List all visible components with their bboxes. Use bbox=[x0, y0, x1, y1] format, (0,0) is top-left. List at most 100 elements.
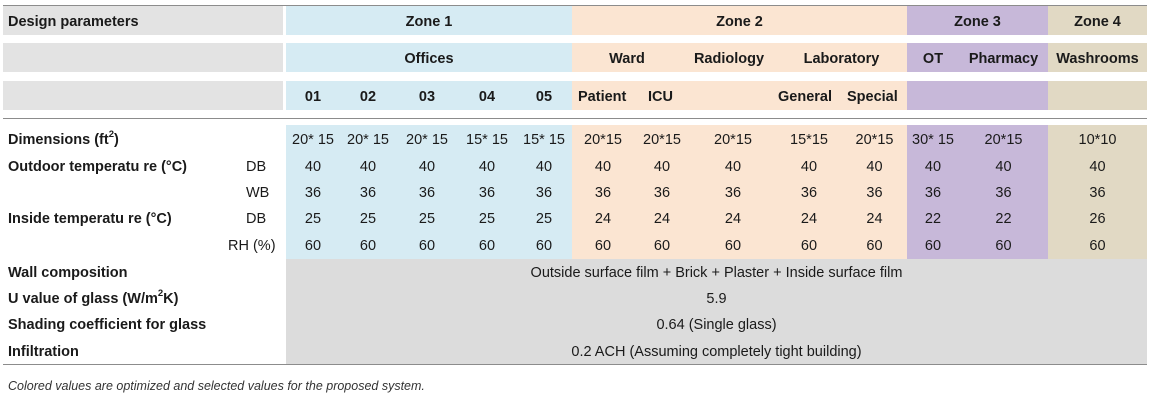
patient-heading: Patient bbox=[578, 89, 627, 105]
dimensions-value-4: 15* 15 bbox=[466, 132, 508, 148]
outdoor-wb-value-3: 36 bbox=[418, 185, 436, 201]
outdoor-wb-value-1: 36 bbox=[304, 185, 322, 201]
office-01-heading: 01 bbox=[304, 89, 322, 105]
outdoor-wb-value-7: 36 bbox=[653, 185, 671, 201]
inside-temperature-label: Inside temperatu re (°C) bbox=[8, 211, 172, 227]
zone-2-header-bg bbox=[572, 6, 907, 35]
header-row3-label-bg bbox=[3, 81, 283, 110]
inside-rh-value-5: 60 bbox=[535, 238, 553, 254]
outdoor-wb-value-13: 36 bbox=[1089, 185, 1106, 201]
inside-rh-value-11: 60 bbox=[924, 238, 942, 254]
inside-rh-value-7: 60 bbox=[653, 238, 671, 254]
dimensions-value-3: 20* 15 bbox=[406, 132, 448, 148]
inside-db-value-1: 25 bbox=[304, 211, 322, 227]
outdoor-db-value-4: 40 bbox=[478, 159, 496, 175]
dimensions-value-9: 15*15 bbox=[790, 132, 828, 148]
inside-rh-value-12: 60 bbox=[995, 238, 1012, 254]
offices-header-bg bbox=[286, 43, 572, 72]
outdoor-db-label: DB bbox=[246, 159, 267, 175]
wall-composition-value: Outside surface film + Brick + Plaster +… bbox=[530, 265, 903, 281]
inside-db-value-3: 25 bbox=[418, 211, 436, 227]
outdoor-db-value-12: 40 bbox=[995, 159, 1012, 175]
inside-db-label: DB bbox=[246, 211, 267, 227]
inside-rh-value-6: 60 bbox=[594, 238, 612, 254]
ward-heading: Ward bbox=[609, 51, 645, 67]
inside-rh-value-9: 60 bbox=[800, 238, 818, 254]
inside-db-value-13: 26 bbox=[1089, 211, 1106, 227]
header-row2-label-bg bbox=[3, 43, 283, 72]
zone-3-heading: Zone 3 bbox=[954, 14, 1001, 30]
rule-bottom bbox=[3, 364, 1147, 365]
zone-2-data-bg bbox=[572, 125, 907, 259]
merged-values-bg bbox=[286, 259, 1147, 364]
office-02-heading: 02 bbox=[359, 89, 377, 105]
inside-rh-value-4: 60 bbox=[478, 238, 496, 254]
outdoor-db-value-8: 40 bbox=[724, 159, 742, 175]
shading-coefficient-value: 0.64 (Single glass) bbox=[656, 317, 777, 333]
inside-db-value-8: 24 bbox=[724, 211, 742, 227]
zone-3-sub-header-bg bbox=[907, 43, 1048, 72]
zone-2-sub-header-bg bbox=[572, 43, 907, 72]
outdoor-db-value-5: 40 bbox=[535, 159, 553, 175]
footnote: Colored values are optimized and selecte… bbox=[8, 379, 425, 393]
dimensions-value-8: 20*15 bbox=[714, 132, 752, 148]
outdoor-db-value-1: 40 bbox=[304, 159, 322, 175]
laboratory-heading: Laboratory bbox=[803, 51, 880, 67]
zone-4-data-bg bbox=[1048, 125, 1147, 259]
infiltration-label: Infiltration bbox=[8, 344, 79, 360]
office-05-heading: 05 bbox=[535, 89, 553, 105]
outdoor-wb-value-10: 36 bbox=[866, 185, 883, 201]
outdoor-wb-value-5: 36 bbox=[535, 185, 553, 201]
infiltration-value: 0.2 ACH (Assuming completely tight build… bbox=[571, 344, 862, 360]
ot-heading: OT bbox=[922, 51, 944, 67]
zone-2-numbers-bg bbox=[572, 81, 907, 110]
icu-heading: ICU bbox=[648, 89, 673, 105]
inside-db-value-7: 24 bbox=[653, 211, 671, 227]
inside-rh-value-2: 60 bbox=[359, 238, 377, 254]
zone-4-numbers-bg bbox=[1048, 81, 1147, 110]
dimensions-value-6: 20*15 bbox=[584, 132, 622, 148]
inside-db-value-9: 24 bbox=[800, 211, 818, 227]
dimensions-value-2: 20* 15 bbox=[347, 132, 389, 148]
zone-3-data-bg bbox=[907, 125, 1048, 259]
outdoor-wb-value-4: 36 bbox=[478, 185, 496, 201]
zone-1-data-bg bbox=[286, 125, 572, 259]
inside-rh-value-13: 60 bbox=[1089, 238, 1106, 254]
zone-4-header-bg bbox=[1048, 6, 1147, 35]
header-row1-label-bg bbox=[3, 6, 283, 35]
dimensions-value-12: 20*15 bbox=[984, 132, 1023, 148]
inside-db-value-6: 24 bbox=[594, 211, 612, 227]
inside-db-value-2: 25 bbox=[359, 211, 377, 227]
outdoor-db-value-2: 40 bbox=[359, 159, 377, 175]
office-numbers-bg bbox=[286, 81, 572, 110]
u-value-value: 5.9 bbox=[706, 291, 727, 307]
outdoor-wb-value-11: 36 bbox=[924, 185, 942, 201]
outdoor-db-value-13: 40 bbox=[1089, 159, 1106, 175]
dimensions-value-1: 20* 15 bbox=[292, 132, 334, 148]
dimensions-label: Dimensions (ft2) bbox=[8, 129, 119, 148]
zone-3-header-bg bbox=[907, 6, 1048, 35]
outdoor-db-value-11: 40 bbox=[924, 159, 942, 175]
outdoor-wb-value-8: 36 bbox=[724, 185, 742, 201]
zone-2-heading: Zone 2 bbox=[716, 14, 763, 30]
inside-rh-value-10: 60 bbox=[866, 238, 883, 254]
inside-db-value-10: 24 bbox=[866, 211, 883, 227]
zone-4-sub-header-bg bbox=[1048, 43, 1147, 72]
outdoor-wb-value-9: 36 bbox=[800, 185, 818, 201]
inside-rh-value-1: 60 bbox=[304, 238, 322, 254]
inside-rh-value-3: 60 bbox=[418, 238, 436, 254]
wall-composition-label: Wall composition bbox=[8, 265, 128, 281]
radiology-heading: Radiology bbox=[693, 51, 765, 67]
inside-rh-value-8: 60 bbox=[724, 238, 742, 254]
shading-coefficient-label: Shading coefficient for glass bbox=[8, 317, 207, 333]
outdoor-temperature-label: Outdoor temperatu re (°C) bbox=[8, 159, 187, 175]
washrooms-heading: Washrooms bbox=[1056, 51, 1139, 67]
zone-4-heading: Zone 4 bbox=[1074, 14, 1121, 30]
general-heading: General bbox=[778, 89, 832, 105]
outdoor-db-value-9: 40 bbox=[800, 159, 818, 175]
outdoor-wb-label: WB bbox=[246, 185, 270, 201]
outdoor-wb-value-2: 36 bbox=[359, 185, 377, 201]
office-03-heading: 03 bbox=[418, 89, 436, 105]
dimensions-value-11: 30* 15 bbox=[912, 132, 954, 148]
dimensions-value-10: 20*15 bbox=[855, 132, 894, 148]
